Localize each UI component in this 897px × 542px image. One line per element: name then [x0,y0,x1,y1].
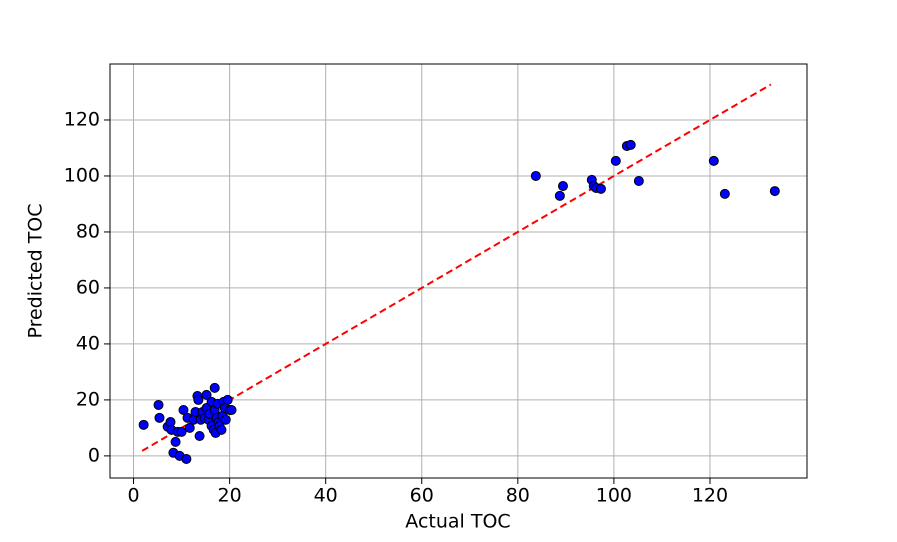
point [138,419,149,430]
point [154,412,165,423]
point [178,404,189,415]
point [633,176,644,187]
x-tick-label: 80 [506,485,530,507]
y-tick-label: 20 [76,388,100,410]
point [194,431,205,442]
point [193,394,204,405]
point [176,426,187,437]
x-tick-label: 100 [596,485,632,507]
point [222,394,233,405]
point [226,404,237,415]
point [170,436,181,447]
y-axis-label: Predicted TOC [25,203,47,338]
point [557,181,568,192]
x-tick-label: 20 [218,485,242,507]
point [216,424,227,435]
y-tick-label: 60 [76,276,100,298]
x-axis-label: Actual TOC [405,511,510,533]
point [610,155,621,166]
point [595,183,606,194]
plot-frame [109,63,808,479]
y-tick-label: 0 [88,444,100,466]
point [181,453,192,464]
y-tick-label: 40 [76,332,100,354]
reference-line [141,83,772,452]
x-tick-label: 120 [692,485,728,507]
x-tick-label: 0 [127,485,139,507]
point [184,422,195,433]
x-tick-label: 40 [314,485,338,507]
point [719,188,730,199]
y-tick-label: 120 [64,108,100,130]
point [153,399,164,410]
y-tick-label: 100 [64,164,100,186]
point [201,389,212,400]
point [209,382,220,393]
y-tick-label: 80 [76,220,100,242]
point [708,155,719,166]
point [769,186,780,197]
point [554,190,565,201]
point [220,414,231,425]
point [625,139,636,150]
point [530,170,541,181]
x-tick-label: 60 [410,485,434,507]
